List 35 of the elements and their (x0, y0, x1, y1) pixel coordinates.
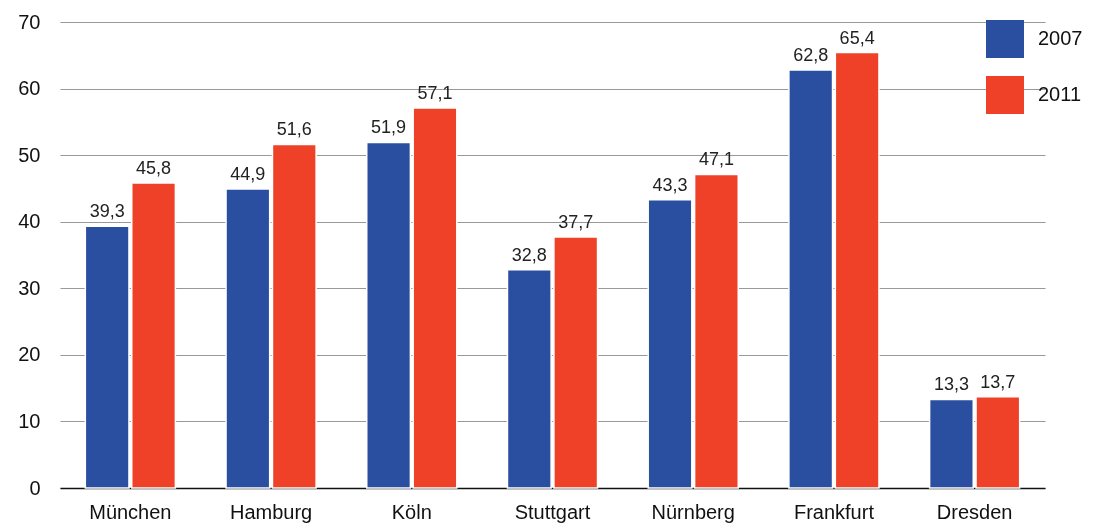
data-label: 65,4 (839, 27, 875, 48)
y-tick-label: 0 (29, 476, 41, 499)
y-tick-label: 10 (18, 409, 41, 432)
bar (788, 69, 834, 489)
data-label: 32,8 (511, 244, 547, 265)
data-label: 37,7 (558, 212, 594, 233)
data-label: 13,7 (980, 371, 1016, 392)
data-label: 62,8 (793, 44, 829, 65)
data-label: 47,1 (698, 149, 734, 170)
legend-label: 2011 (1038, 83, 1082, 105)
bar (834, 51, 880, 489)
data-label: 51,9 (371, 117, 407, 138)
y-tick-label: 40 (18, 210, 41, 233)
y-tick-label: 30 (18, 276, 41, 299)
data-label: 13,3 (933, 374, 969, 395)
y-tick-label: 50 (18, 143, 41, 166)
data-label: 57,1 (417, 82, 453, 103)
data-label: 45,8 (136, 158, 172, 179)
y-tick-label: 60 (18, 77, 41, 100)
x-tick-label: Frankfurt (793, 500, 875, 523)
data-label: 51,6 (276, 119, 312, 140)
data-label: 44,9 (230, 164, 266, 185)
x-tick-label: Dresden (936, 500, 1013, 523)
bar (225, 188, 271, 489)
x-tick-label: Nürnberg (651, 500, 735, 523)
legend-label: 2007 (1038, 27, 1083, 49)
x-tick-label: München (89, 500, 172, 523)
data-label: 43,3 (652, 174, 688, 195)
y-tick-label: 20 (18, 343, 41, 366)
data-label: 39,3 (89, 201, 125, 222)
x-tick-label: Köln (391, 500, 432, 523)
x-tick-label: Stuttgart (514, 500, 591, 523)
x-tick-label: Hamburg (229, 500, 313, 523)
y-tick-label: 70 (18, 10, 41, 33)
bar (271, 143, 317, 489)
